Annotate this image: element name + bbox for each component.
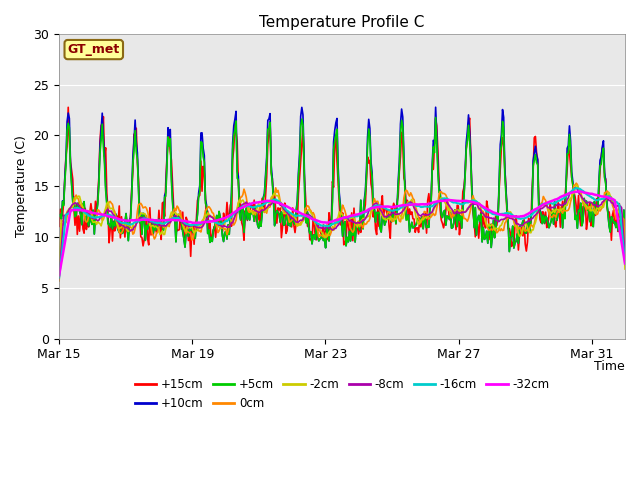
Y-axis label: Temperature (C): Temperature (C) bbox=[15, 135, 28, 237]
+5cm bbox=[362, 192, 369, 197]
-8cm bbox=[609, 200, 616, 205]
-8cm bbox=[392, 212, 400, 217]
+15cm bbox=[330, 184, 337, 190]
+10cm bbox=[55, 213, 63, 219]
+15cm bbox=[364, 154, 371, 160]
-32cm bbox=[609, 196, 616, 202]
+5cm bbox=[55, 213, 63, 219]
-32cm bbox=[328, 219, 335, 225]
Line: +15cm: +15cm bbox=[59, 108, 625, 256]
-8cm bbox=[621, 253, 629, 259]
0cm bbox=[392, 211, 400, 216]
+10cm bbox=[506, 249, 513, 254]
Title: Temperature Profile C: Temperature Profile C bbox=[259, 15, 425, 30]
+5cm bbox=[522, 230, 529, 236]
0cm bbox=[328, 229, 335, 235]
-8cm bbox=[362, 216, 369, 221]
0cm bbox=[621, 245, 629, 251]
Line: +5cm: +5cm bbox=[59, 118, 625, 252]
Line: -2cm: -2cm bbox=[59, 185, 625, 269]
+5cm bbox=[328, 223, 335, 228]
+10cm bbox=[392, 220, 400, 226]
+15cm bbox=[55, 224, 63, 229]
Text: Time: Time bbox=[595, 360, 625, 373]
+15cm bbox=[65, 105, 72, 110]
-32cm bbox=[362, 208, 369, 214]
+15cm bbox=[610, 207, 618, 213]
Legend: +15cm, +10cm, +5cm, 0cm, -2cm, -8cm, -16cm, -32cm: +15cm, +10cm, +5cm, 0cm, -2cm, -8cm, -16… bbox=[135, 378, 549, 410]
-32cm bbox=[324, 220, 332, 226]
-2cm bbox=[328, 227, 335, 232]
0cm bbox=[324, 232, 332, 238]
+5cm bbox=[506, 249, 513, 254]
-16cm bbox=[362, 209, 369, 215]
-16cm bbox=[328, 222, 335, 228]
-2cm bbox=[324, 232, 332, 238]
+15cm bbox=[522, 241, 529, 247]
-2cm bbox=[621, 266, 629, 272]
Line: -32cm: -32cm bbox=[59, 192, 625, 275]
-2cm bbox=[392, 216, 400, 222]
Line: 0cm: 0cm bbox=[59, 183, 625, 281]
-2cm bbox=[362, 216, 369, 222]
+5cm bbox=[324, 231, 332, 237]
-8cm bbox=[55, 275, 63, 281]
0cm bbox=[55, 278, 63, 284]
+15cm bbox=[326, 222, 334, 228]
-8cm bbox=[572, 185, 579, 191]
+5cm bbox=[610, 220, 618, 226]
+10cm bbox=[522, 230, 529, 236]
0cm bbox=[609, 203, 616, 208]
+10cm bbox=[328, 221, 335, 227]
+10cm bbox=[610, 220, 618, 226]
+5cm bbox=[392, 221, 400, 227]
0cm bbox=[519, 227, 527, 232]
+5cm bbox=[432, 115, 440, 120]
-16cm bbox=[55, 275, 63, 280]
-16cm bbox=[621, 258, 629, 264]
-16cm bbox=[609, 197, 616, 203]
Line: +10cm: +10cm bbox=[59, 107, 625, 252]
+15cm bbox=[187, 253, 195, 259]
0cm bbox=[362, 221, 369, 227]
Line: -8cm: -8cm bbox=[59, 188, 625, 278]
+15cm bbox=[621, 219, 629, 225]
0cm bbox=[572, 180, 580, 186]
+10cm bbox=[621, 228, 629, 234]
-32cm bbox=[575, 189, 582, 194]
+10cm bbox=[432, 104, 440, 110]
-2cm bbox=[609, 198, 616, 204]
-8cm bbox=[519, 223, 527, 228]
-32cm bbox=[55, 272, 63, 278]
Line: -16cm: -16cm bbox=[59, 188, 625, 277]
-2cm bbox=[572, 182, 580, 188]
+10cm bbox=[362, 188, 369, 194]
-32cm bbox=[392, 204, 400, 209]
+15cm bbox=[394, 193, 402, 199]
-2cm bbox=[55, 265, 63, 271]
+5cm bbox=[621, 228, 629, 234]
+10cm bbox=[324, 230, 332, 236]
-8cm bbox=[328, 227, 335, 232]
-2cm bbox=[519, 225, 527, 230]
-16cm bbox=[392, 207, 400, 213]
-16cm bbox=[519, 216, 527, 221]
-32cm bbox=[621, 261, 629, 266]
-8cm bbox=[324, 224, 332, 229]
Text: GT_met: GT_met bbox=[68, 43, 120, 56]
-16cm bbox=[572, 185, 580, 191]
-32cm bbox=[519, 213, 527, 219]
-16cm bbox=[324, 223, 332, 229]
